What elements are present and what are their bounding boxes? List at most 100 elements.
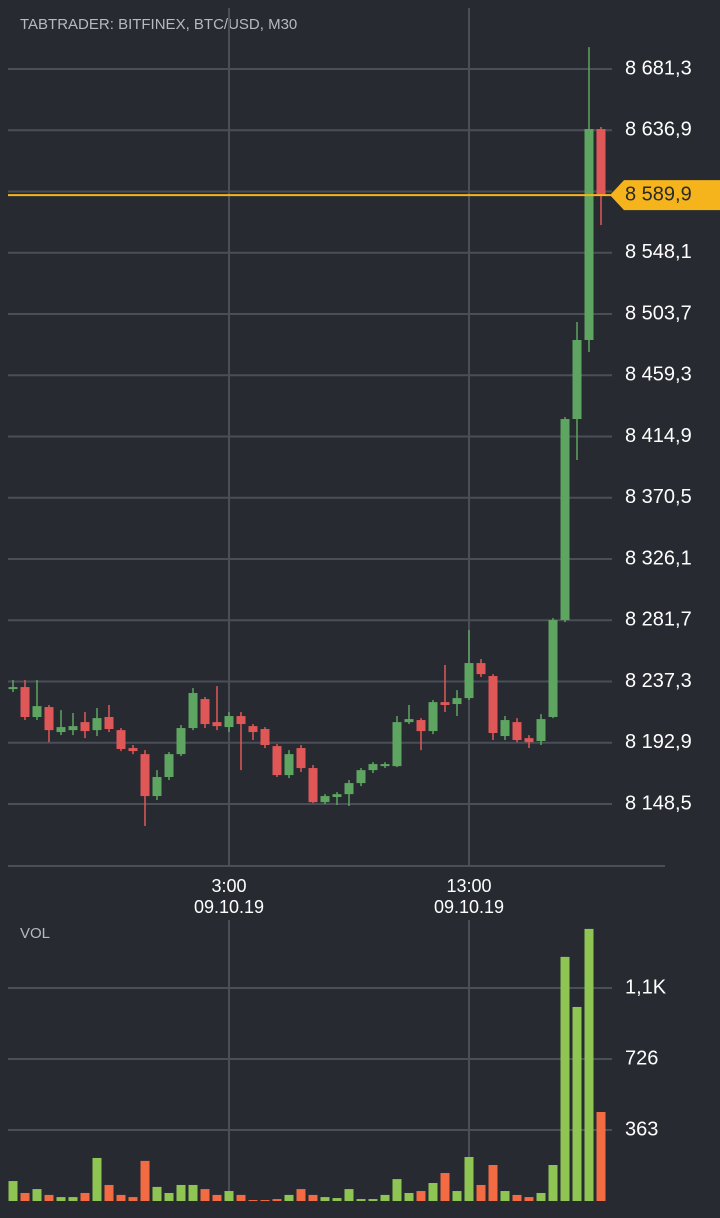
candle-body [92,718,102,731]
candle-body [284,754,294,776]
volume-bar [584,928,594,1201]
y-tick-label: 8 503,7 [625,302,692,324]
candle-body [104,717,114,730]
x-tick-label: 13:00 [446,876,491,896]
candle-body [320,796,330,803]
volume-bar [524,1197,534,1201]
y-tick-label: 8 370,5 [625,486,692,508]
y-tick-label: 8 237,3 [625,670,692,692]
volume-bar [308,1194,318,1201]
candle-body [440,702,450,706]
candle-body [380,764,390,767]
volume-bar [536,1192,546,1201]
y-tick-label: 8 414,9 [625,425,692,447]
volume-bar [596,1111,606,1201]
volume-bar [404,1192,414,1201]
candle-body [164,754,174,778]
candle-body [596,129,606,196]
candle-body [560,419,570,621]
candle-body [548,620,558,718]
volume-bar [476,1184,486,1201]
candle-body [260,729,270,746]
volume-bar [248,1200,258,1202]
volume-bar [488,1165,498,1201]
y-tick-label: 8 548,1 [625,241,692,263]
candle-body [476,663,486,675]
y-tick-label: 726 [625,1047,658,1069]
candle-body [524,738,534,743]
last-price-badge [610,180,720,211]
candle-body [200,699,210,725]
candle-body [116,730,126,750]
y-tick-label: 363 [625,1118,658,1140]
candle-body [296,748,306,769]
volume-bar [140,1160,150,1201]
volume-bar [464,1156,474,1201]
candle-body [584,129,594,340]
candle-body [572,339,582,420]
volume-bar [392,1179,402,1201]
volume-bar [188,1184,198,1201]
candle-body [500,720,510,737]
x-tick-label: 3:00 [211,876,246,896]
volume-bar [152,1186,162,1201]
volume-bar [212,1194,222,1201]
candle-body [224,716,234,728]
candle-body [392,722,402,767]
candle-body [212,722,222,727]
candle-body [344,783,354,795]
y-tick-label: 8 281,7 [625,609,692,631]
candle-body [404,719,414,723]
y-tick-label: 8 681,3 [625,57,692,79]
volume-bar [116,1194,126,1201]
volume-bar [380,1194,390,1201]
volume-bar [332,1198,342,1201]
chart-title: TABTRADER: BITFINEX, BTC/USD, M30 [20,16,297,33]
volume-bar [176,1184,186,1201]
volume-bar [236,1194,246,1201]
volume-bar [452,1191,462,1201]
volume-bar [296,1189,306,1201]
volume-bar [548,1165,558,1201]
candle-body [248,726,258,733]
candle-body [368,764,378,771]
y-tick-label: 8 636,9 [625,119,692,141]
candle-body [80,722,90,732]
candle-body [140,754,150,797]
candle-body [452,698,462,705]
y-tick-label: 8 326,1 [625,547,692,569]
volume-bar [92,1157,102,1201]
volume-bar [416,1191,426,1201]
candle-body [188,693,198,729]
x-tick-date: 09.10.19 [194,897,264,917]
x-tick-date: 09.10.19 [434,897,504,917]
volume-bar [356,1199,366,1201]
candle-body [8,687,18,690]
volume-bar [428,1183,438,1201]
volume-bar [500,1191,510,1201]
volume-bar [104,1184,114,1201]
candle-body [152,777,162,797]
candle-body [512,722,522,741]
volume-bar [200,1189,210,1201]
candle-body [416,720,426,732]
volume-bar [44,1194,54,1201]
candle-body [236,716,246,725]
candle-body [536,719,546,742]
candle-body [332,794,342,798]
volume-bar [344,1189,354,1201]
y-tick-label: 8 192,9 [625,731,692,753]
y-tick-label: 1,1K [625,976,667,998]
candle-body [32,706,42,718]
volume-bar [80,1192,90,1201]
candle-body [128,748,138,752]
candle-body [272,746,282,776]
volume-bar [320,1197,330,1201]
candle-body [428,702,438,732]
volume-title: VOL [20,925,50,942]
last-price-label: 8 589,9 [625,183,692,205]
candle-body [488,676,498,734]
volume-bar [560,956,570,1201]
y-tick-label: 8 459,3 [625,364,692,386]
